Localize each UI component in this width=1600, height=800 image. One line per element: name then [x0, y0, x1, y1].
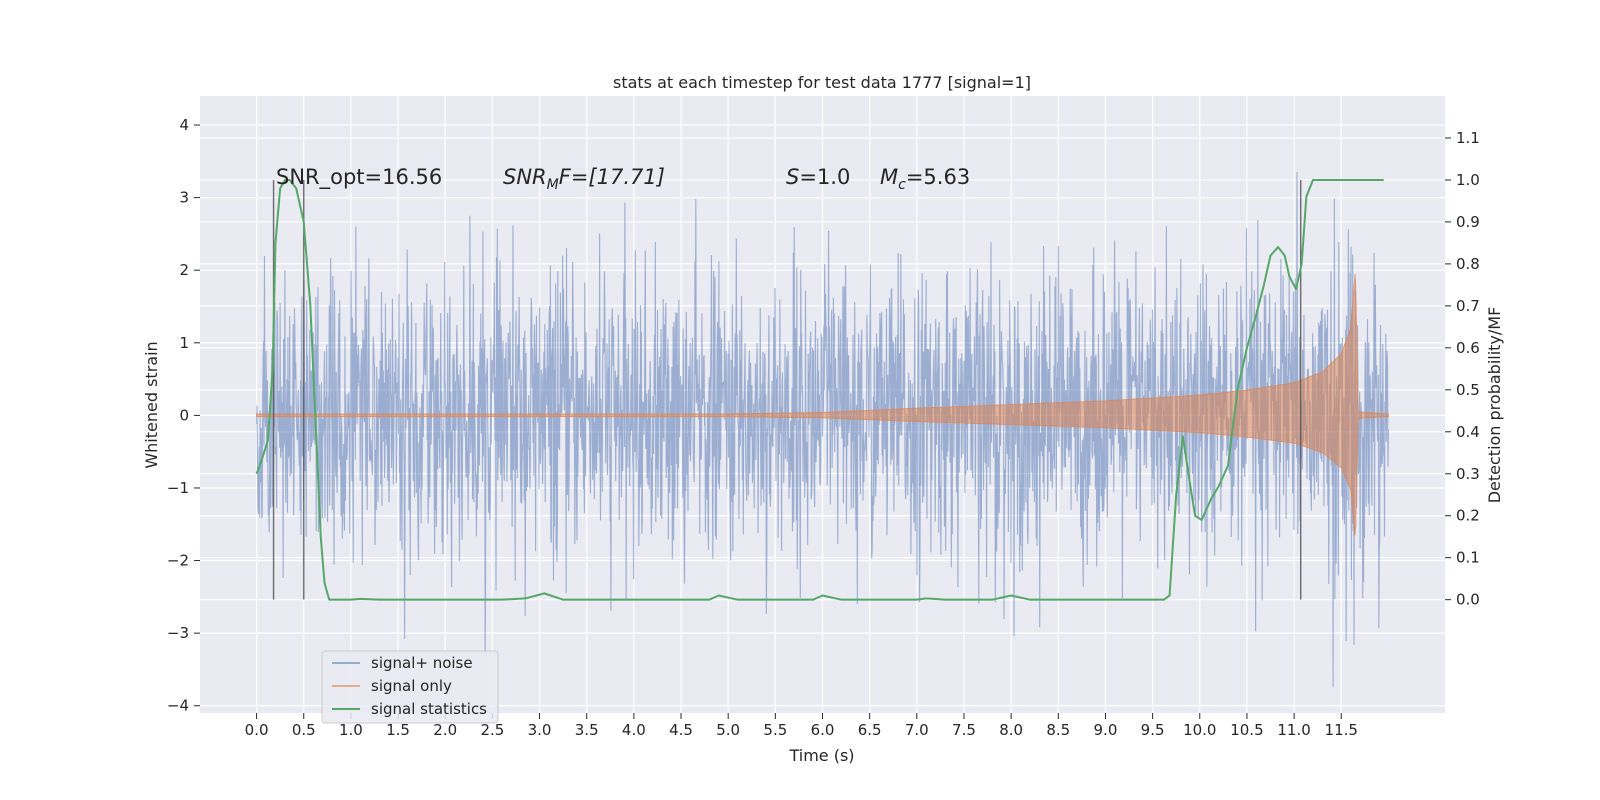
y-tick-label: 0 [179, 406, 189, 424]
y-right-tick-label: 0.1 [1456, 549, 1480, 567]
x-tick-label: 8.0 [999, 721, 1023, 739]
legend-entry-signal-statistics: signal statistics [371, 700, 487, 718]
series-signal-only [256, 274, 1389, 536]
y-right-tick-label: 0.0 [1456, 591, 1480, 609]
annotation-snr-mf: SNRMF=[17.71] [503, 165, 665, 193]
y-tick-label: 2 [179, 261, 189, 279]
annotation-snr-mf-symbol: SNR [503, 165, 547, 189]
annotations: SNR_opt=16.56 SNRMF=[17.71] S=1.0 Mc=5.6… [276, 165, 970, 193]
y-right-tick-label: 0.7 [1456, 297, 1480, 315]
x-tick-label: 2.5 [480, 721, 504, 739]
y-tick-label: −3 [167, 624, 189, 642]
legend-box [321, 650, 499, 724]
annotation-snr-mf-subscript: M [547, 177, 559, 193]
x-tick-label: 7.5 [952, 721, 976, 739]
x-tick-label: 6.0 [811, 721, 835, 739]
annotation-snr-mf-rest: F=[17.71] [559, 165, 665, 189]
x-tick-label: 1.5 [386, 721, 410, 739]
legend: signal+ noise signal only signal statist… [321, 650, 499, 724]
y-axis-label: Whitened strain [142, 341, 161, 468]
x-axis-label: Time (s) [788, 746, 854, 765]
y-tick-label: 4 [179, 116, 189, 134]
x-tick-label: 4.0 [622, 721, 646, 739]
tick-labels: 0.0 0.5 1.0 1.5 2.0 2.5 3.0 3.5 4.0 4.5 5.0 5.5 6.0 6… [167, 116, 1480, 739]
x-tick-label: 2.0 [433, 721, 457, 739]
chirp-trace [256, 274, 1389, 536]
series-signal-noise [256, 172, 1389, 688]
annotation-mc: Mc=5.63 [880, 165, 970, 193]
annotation-mc-symbol: M [880, 165, 898, 189]
x-tick-label: 9.5 [1141, 721, 1165, 739]
annotation-mc-subscript: c [898, 177, 906, 193]
noise-trace [256, 172, 1389, 688]
x-tick-label: 0.0 [245, 721, 269, 739]
x-tick-label: 7.0 [905, 721, 929, 739]
x-tick-label: 8.5 [1046, 721, 1070, 739]
annotation-mc-rest: =5.63 [906, 165, 970, 189]
y-right-tick-label: 0.8 [1456, 255, 1480, 273]
y-tick-label: −4 [167, 697, 189, 715]
x-tick-label: 11.0 [1277, 721, 1310, 739]
y-right-tick-label: 0.5 [1456, 381, 1480, 399]
x-tick-label: 3.5 [575, 721, 599, 739]
y-tick-label: −1 [167, 479, 189, 497]
y-tick-label: 1 [179, 334, 189, 352]
legend-entry-signal-noise: signal+ noise [371, 654, 473, 672]
series-signal-statistics [255, 178, 1384, 601]
annotation-s: S=1.0 [786, 165, 850, 189]
y-right-tick-label: 1.0 [1456, 171, 1480, 189]
y-axis-label-right: Detection probability/MF [1485, 307, 1504, 504]
x-tick-label: 5.5 [763, 721, 787, 739]
y-right-tick-label: 1.1 [1456, 129, 1480, 147]
x-tick-label: 3.0 [528, 721, 552, 739]
y-right-tick-label: 0.2 [1456, 507, 1480, 525]
y-tick-label: 3 [179, 189, 189, 207]
x-tick-label: 10.0 [1183, 721, 1216, 739]
legend-entry-signal-only: signal only [371, 677, 452, 695]
x-tick-label: 5.0 [716, 721, 740, 739]
statistics-line [255, 178, 1384, 601]
y-right-tick-label: 0.3 [1456, 465, 1480, 483]
x-tick-label: 9.0 [1094, 721, 1118, 739]
annotation-snr-opt: SNR_opt=16.56 [276, 165, 442, 190]
annotation-s-symbol: S [786, 165, 799, 189]
x-tick-label: 4.5 [669, 721, 693, 739]
chart-title: stats at each timestep for test data 177… [613, 73, 1031, 92]
x-tick-label: 0.5 [292, 721, 316, 739]
x-tick-label: 11.5 [1325, 721, 1358, 739]
y-right-tick-label: 0.9 [1456, 213, 1480, 231]
y-tick-label: −2 [167, 552, 189, 570]
y-right-tick-label: 0.4 [1456, 423, 1480, 441]
vertical-markers [272, 179, 1302, 600]
x-tick-label: 6.5 [858, 721, 882, 739]
x-tick-label: 1.0 [339, 721, 363, 739]
x-tick-label: 10.5 [1230, 721, 1263, 739]
annotation-s-rest: =1.0 [799, 165, 850, 189]
y-right-tick-label: 0.6 [1456, 339, 1480, 357]
